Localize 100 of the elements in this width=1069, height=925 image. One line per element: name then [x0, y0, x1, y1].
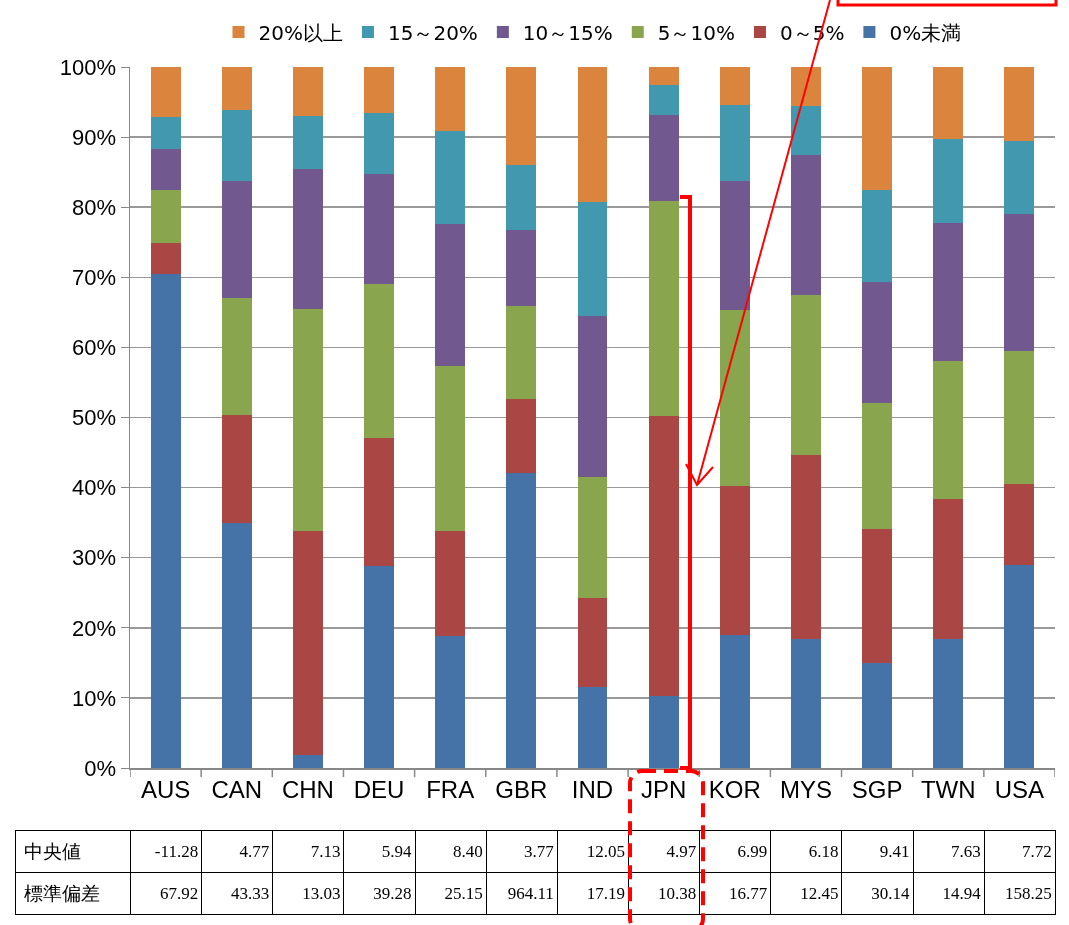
x-tick-label: DEU [353, 776, 405, 804]
bar [577, 67, 608, 202]
bar [221, 67, 252, 111]
text: 12.05 [557, 830, 629, 873]
text: 8.40 [415, 830, 487, 873]
bar [933, 67, 964, 140]
text: 14.94 [913, 872, 985, 915]
bar [791, 154, 821, 295]
bar [791, 106, 821, 155]
y-tick-label: 10% [72, 685, 117, 711]
bar [292, 169, 323, 309]
text: 9.41 [841, 830, 914, 873]
x-tick-label: JPN [640, 776, 687, 804]
y-tick-label: 40% [72, 475, 117, 501]
bar [862, 189, 893, 282]
bar [506, 472, 537, 768]
bar [719, 67, 750, 105]
bar [435, 131, 466, 225]
text: 10.38 [628, 872, 700, 915]
bar [862, 67, 893, 190]
bar [933, 498, 964, 640]
x-tick-label: SGP [851, 776, 903, 804]
bar [719, 180, 750, 311]
text: 7.72 [984, 830, 1056, 873]
bar [933, 360, 964, 499]
bar [577, 477, 608, 599]
bar [364, 67, 394, 114]
bar [506, 399, 537, 473]
bar [364, 113, 394, 174]
bar [435, 67, 466, 132]
bar [292, 531, 323, 755]
bar [791, 67, 821, 107]
bar [791, 639, 821, 768]
bar [221, 181, 252, 298]
bar [435, 636, 466, 768]
bar [221, 110, 252, 182]
y-tick-label: 30% [72, 545, 117, 571]
x-tick-label: TWN [920, 776, 976, 804]
x-tick-label: USA [994, 776, 1045, 804]
bar [150, 242, 181, 274]
text: 4.97 [628, 830, 700, 873]
x-tick-label: CHN [281, 776, 334, 804]
y-tick-label: 80% [72, 194, 117, 220]
text: 964.11 [486, 872, 558, 915]
bar [221, 414, 252, 523]
bar [292, 67, 323, 117]
legend-label: 15～20% [387, 20, 478, 45]
y-tick-label: 20% [72, 615, 117, 641]
bar [221, 297, 252, 415]
bar [435, 531, 466, 637]
y-tick-label: 0% [84, 755, 117, 781]
bar [150, 67, 181, 118]
bar [364, 566, 394, 768]
x-tick-label: CAN [211, 776, 263, 804]
bar [506, 165, 537, 230]
text: 16.77 [699, 872, 771, 915]
text: 4.77 [201, 830, 273, 873]
y-tick-label: 90% [72, 124, 117, 150]
bar [364, 437, 394, 567]
text: 17.19 [557, 872, 629, 915]
legend-label: 5～10% [657, 20, 735, 45]
bar [1004, 140, 1035, 215]
bar [862, 403, 893, 529]
bar [933, 639, 964, 768]
bar [1004, 564, 1035, 768]
y-tick-label: 60% [72, 335, 117, 361]
text: 5.94 [343, 830, 416, 873]
text: 中央値 [15, 830, 131, 873]
bar [862, 281, 893, 404]
bar [577, 201, 608, 316]
bar [648, 67, 679, 85]
legend-label: 20%以上 [258, 20, 343, 45]
legend-label: 10～15% [522, 20, 613, 45]
bar [719, 310, 750, 486]
bar [862, 528, 893, 663]
bar [862, 662, 893, 768]
x-tick-label: IND [571, 776, 614, 804]
bar [1004, 350, 1035, 485]
y-tick-label: 100% [59, 54, 117, 80]
bar [292, 754, 323, 768]
x-tick-label: MYS [779, 776, 832, 804]
text: 43.33 [201, 872, 273, 915]
bar [150, 189, 181, 243]
bar [435, 224, 466, 367]
bar [648, 84, 679, 115]
bar [577, 315, 608, 478]
y-tick-label: 70% [72, 265, 117, 290]
bar [364, 173, 394, 285]
legend-label: 0%未満 [889, 20, 962, 45]
bar [577, 598, 608, 688]
y-tick-label: 50% [72, 405, 117, 431]
bar [791, 455, 821, 640]
bar [577, 687, 608, 768]
bar [648, 114, 679, 201]
text: 67.92 [130, 872, 202, 915]
text: 6.99 [699, 830, 771, 873]
text: -11.28 [130, 830, 202, 873]
bar [506, 229, 537, 307]
bar [221, 522, 252, 768]
x-tick-label: KOR [708, 776, 761, 804]
